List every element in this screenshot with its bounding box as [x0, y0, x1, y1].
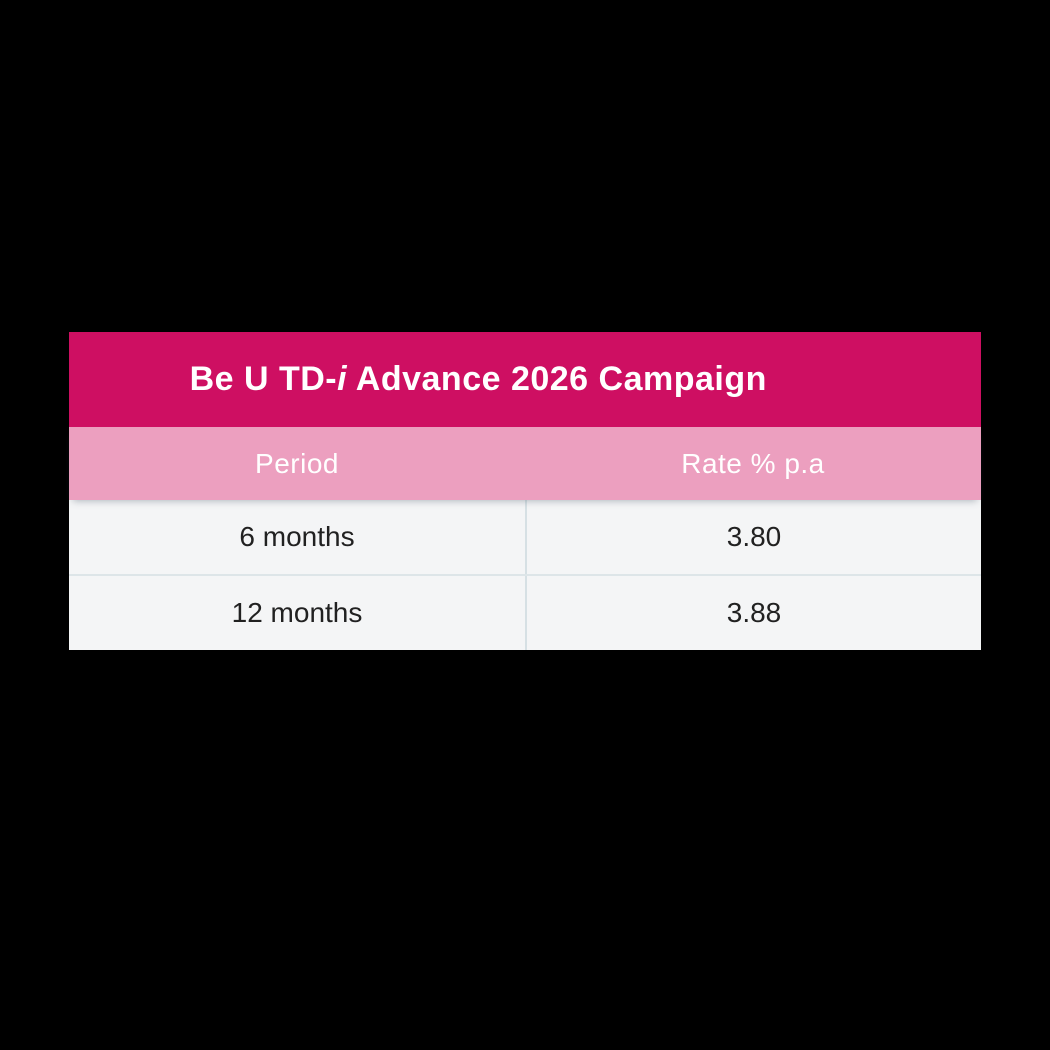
period-cell: 12 months	[231, 597, 363, 628]
table-header-row: Period Rate % p.a	[69, 427, 981, 500]
card-title-bar: Be U TD-i Advance 2026 Campaign	[69, 332, 981, 427]
card-title-prefix: Be U TD-	[189, 360, 338, 398]
card-title-suffix: Advance 2026 Campaign	[347, 360, 767, 398]
table-row: 6 months 3.80	[69, 500, 981, 574]
card-title: Be U TD-i Advance 2026 Campaign	[110, 321, 767, 438]
column-header-period: Period	[255, 447, 339, 479]
rate-cell: 3.80	[525, 500, 981, 574]
card-title-italic-i: i	[337, 360, 348, 398]
column-header-rate: Rate % p.a	[681, 447, 825, 479]
rate-table-card: Be U TD-i Advance 2026 Campaign Period R…	[69, 332, 981, 650]
period-cell: 6 months	[239, 521, 355, 552]
table-row: 12 months 3.88	[69, 574, 981, 650]
rate-cell: 3.88	[525, 576, 981, 650]
